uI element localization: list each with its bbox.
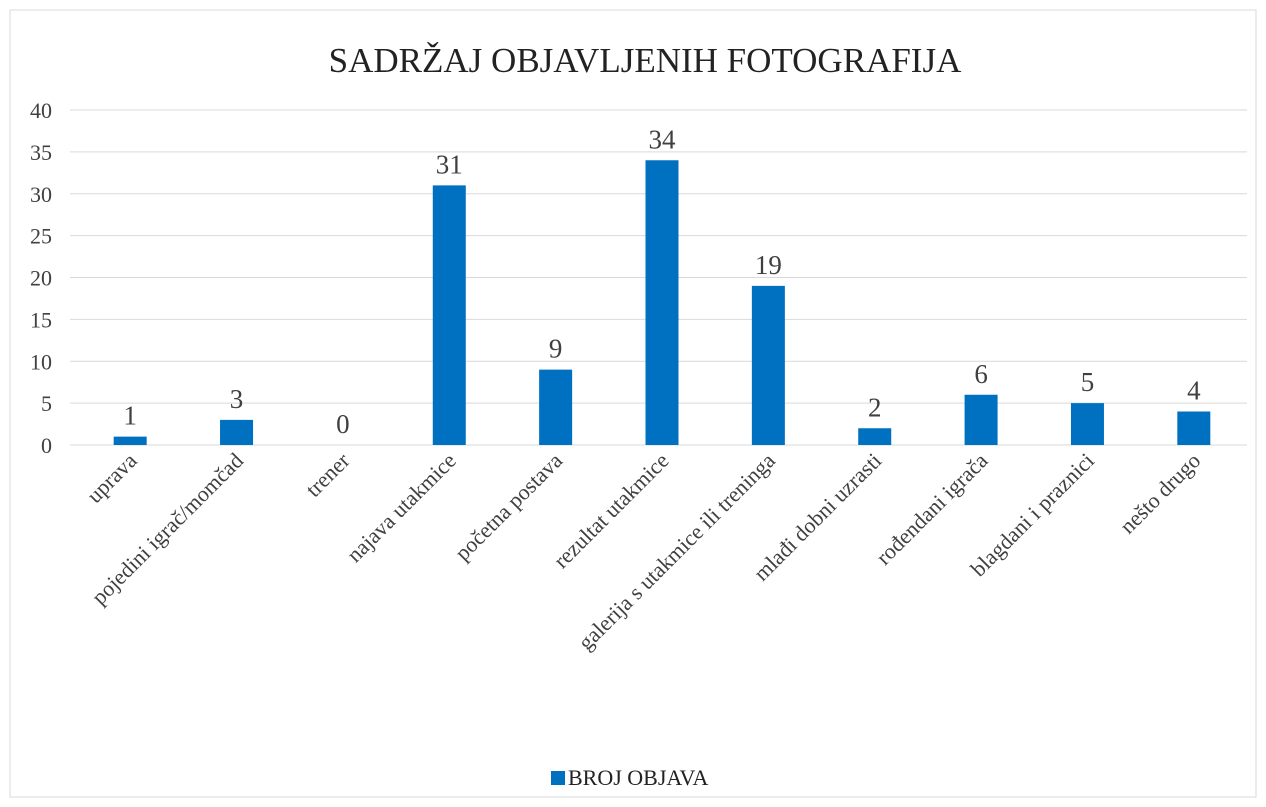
data-label: 2 xyxy=(868,392,882,422)
bar xyxy=(964,394,998,445)
y-tick-label: 40 xyxy=(30,98,52,123)
y-tick-label: 30 xyxy=(30,182,52,207)
data-label: 1 xyxy=(123,401,137,431)
bar xyxy=(1177,411,1211,445)
data-label: 19 xyxy=(755,250,782,280)
data-label: 4 xyxy=(1187,376,1201,406)
legend-swatch xyxy=(551,771,565,785)
bar xyxy=(113,436,147,445)
data-label: 34 xyxy=(649,124,677,154)
data-label: 3 xyxy=(230,384,244,414)
bar xyxy=(1070,403,1104,445)
data-label: 31 xyxy=(436,149,463,179)
y-tick-label: 35 xyxy=(30,140,52,165)
bar xyxy=(858,428,892,445)
data-label: 5 xyxy=(1081,367,1095,397)
data-label: 0 xyxy=(336,409,350,439)
bar xyxy=(751,285,785,445)
y-tick-label: 0 xyxy=(41,433,52,458)
legend-label: BROJ OBJAVA xyxy=(568,765,709,790)
bar xyxy=(539,369,573,445)
y-tick-label: 10 xyxy=(30,349,52,374)
bar xyxy=(645,160,679,445)
bar xyxy=(432,185,466,445)
data-label: 9 xyxy=(549,334,563,364)
y-tick-label: 5 xyxy=(41,391,52,416)
chart-title: SADRŽAJ OBJAVLJENIH FOTOGRAFIJA xyxy=(329,41,962,80)
y-tick-label: 25 xyxy=(30,224,52,249)
data-label: 6 xyxy=(974,359,988,389)
y-tick-label: 15 xyxy=(30,307,52,332)
y-tick-label: 20 xyxy=(30,266,52,291)
bar xyxy=(220,419,254,445)
